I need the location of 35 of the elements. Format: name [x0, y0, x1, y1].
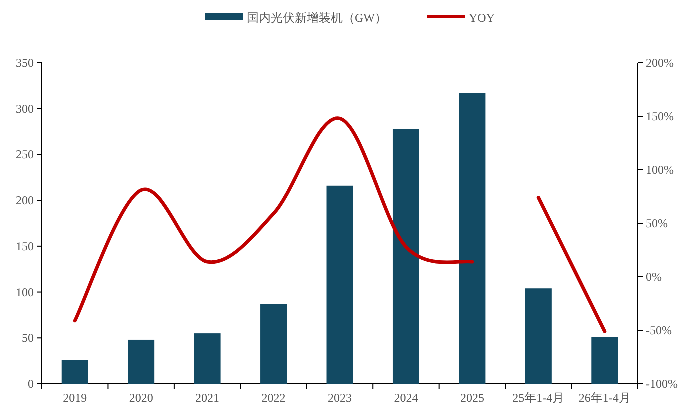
legend-label: YOY: [469, 11, 496, 25]
bar: [194, 334, 221, 384]
y-tick-label: 100: [16, 285, 34, 300]
y2-tick-label: 0%: [646, 270, 662, 284]
y2-tick-label: 100%: [646, 163, 674, 177]
x-tick-label: 2025: [460, 391, 484, 404]
bar: [592, 337, 618, 384]
x-tick-label: 26年1-4月: [578, 391, 631, 404]
bar: [326, 186, 354, 384]
x-tick-label: 2024: [394, 391, 418, 404]
y-tick-label: 150: [16, 239, 34, 254]
y2-tick-label: 50%: [646, 216, 668, 230]
bar: [128, 340, 155, 384]
y2-tick-label: -100%: [646, 377, 678, 391]
x-tick-label: 25年1-4月: [512, 391, 565, 404]
x-tick-label: 2020: [129, 391, 154, 404]
legend-label: 国内光伏新增装机（GW）: [247, 11, 387, 25]
y2-tick-label: -50%: [646, 324, 672, 338]
x-tick-label: 2022: [262, 391, 286, 404]
x-tick-label: 2021: [196, 391, 220, 404]
y-tick-label: 50: [22, 331, 34, 346]
bar: [260, 304, 288, 384]
y-tick-label: 300: [16, 102, 34, 116]
y-tick-label: 350: [16, 56, 34, 70]
y2-tick-label: 150%: [646, 110, 674, 124]
y2-tick-label: 200%: [646, 56, 674, 70]
y-tick-label: 200: [16, 194, 34, 208]
bar: [62, 360, 88, 384]
bar: [392, 129, 420, 384]
x-tick-label: 2019: [63, 391, 88, 404]
y-tick-label: 250: [16, 148, 34, 162]
bar: [525, 288, 552, 384]
x-tick-label: 2023: [328, 391, 352, 404]
y-tick-label: 0: [28, 377, 34, 391]
bar: [459, 93, 486, 384]
